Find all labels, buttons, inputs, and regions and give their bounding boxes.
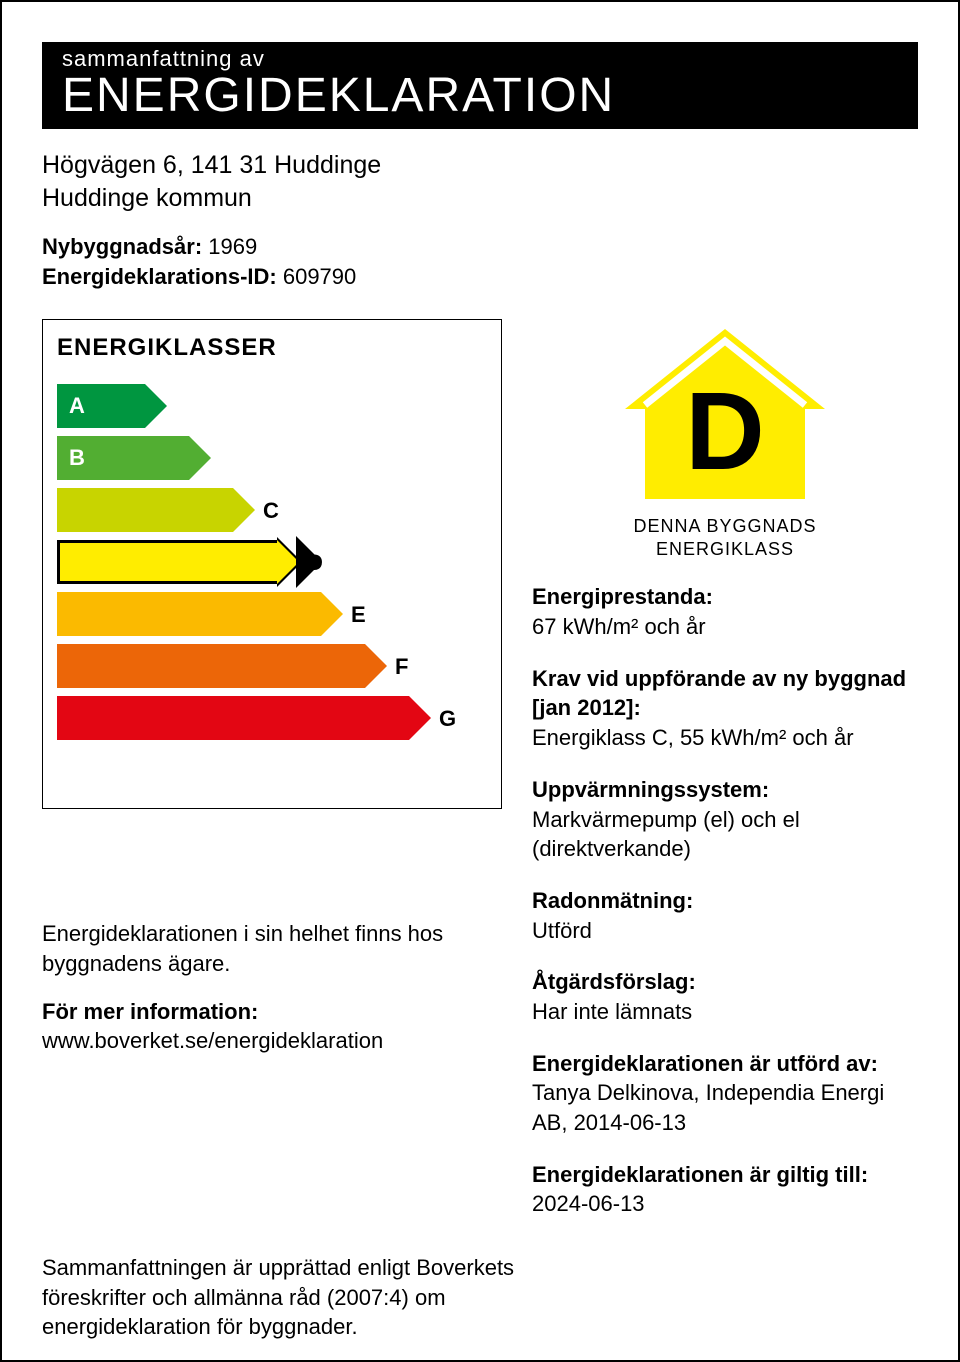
meta-id-value: 609790: [283, 264, 356, 289]
info-radon: Radonmätning: Utförd: [532, 886, 918, 945]
info-actions: Åtgärdsförslag: Har inte lämnats: [532, 967, 918, 1026]
energy-bar-D: D: [57, 540, 487, 584]
energy-bar-label-G: G: [439, 706, 456, 732]
energy-bar-G: G: [57, 696, 487, 740]
meta-id-label: Energideklarations-ID:: [42, 264, 277, 289]
owner-text: Energideklarationen i sin helhet finns h…: [42, 919, 502, 978]
info-by: Energideklarationen är utförd av: Tanya …: [532, 1049, 918, 1138]
energy-class-chart: ENERGIKLASSER ABCDE F G: [42, 319, 502, 809]
house-letter: D: [685, 370, 764, 493]
energy-bar-E: E: [57, 592, 487, 636]
energy-bar-label-C: C: [263, 498, 279, 524]
more-info-label: För mer information:: [42, 999, 258, 1024]
chart-title: ENERGIKLASSER: [57, 334, 487, 362]
info-heating: Uppvärmningssystem: Markvärmepump (el) o…: [532, 775, 918, 864]
house-caption: DENNA BYGGNADS ENERGIKLASS: [633, 515, 816, 560]
info-requirement: Krav vid uppförande av ny byggnad [jan 2…: [532, 664, 918, 753]
energy-bar-label-F: F: [395, 654, 408, 680]
left-info-text: Energideklarationen i sin helhet finns h…: [42, 919, 502, 1056]
meta-year: Nybyggnadsår: 1969: [42, 232, 918, 262]
energy-bar-A: A: [57, 384, 487, 428]
address-line-1: Högvägen 6, 141 31 Huddinge: [42, 149, 918, 182]
address-block: Högvägen 6, 141 31 Huddinge Huddinge kom…: [42, 149, 918, 214]
meta-year-value: 1969: [208, 234, 257, 259]
house-badge: D DENNA BYGGNADS ENERGIKLASS: [532, 319, 918, 560]
house-icon: D: [615, 319, 835, 509]
energy-bar-F: F: [57, 644, 487, 688]
meta-year-label: Nybyggnadsår:: [42, 234, 202, 259]
meta-id: Energideklarations-ID: 609790: [42, 262, 918, 292]
info-performance: Energiprestanda: 67 kWh/m² och år: [532, 582, 918, 641]
address-line-2: Huddinge kommun: [42, 182, 918, 215]
energy-bar-label-E: E: [351, 602, 366, 628]
energy-bar-C: C: [57, 488, 487, 532]
footer-text: Sammanfattningen är upprättad enligt Bov…: [42, 1253, 602, 1342]
energy-bar-B: B: [57, 436, 487, 480]
header-banner: sammanfattning av ENERGIDEKLARATION: [42, 42, 918, 129]
header-title: ENERGIDEKLARATION: [62, 68, 898, 123]
page-frame: sammanfattning av ENERGIDEKLARATION Högv…: [0, 0, 960, 1362]
meta-block: Nybyggnadsår: 1969 Energideklarations-ID…: [42, 232, 918, 291]
more-info-url: www.boverket.se/energideklaration: [42, 1028, 383, 1053]
info-valid: Energideklarationen är giltig till: 2024…: [532, 1160, 918, 1219]
